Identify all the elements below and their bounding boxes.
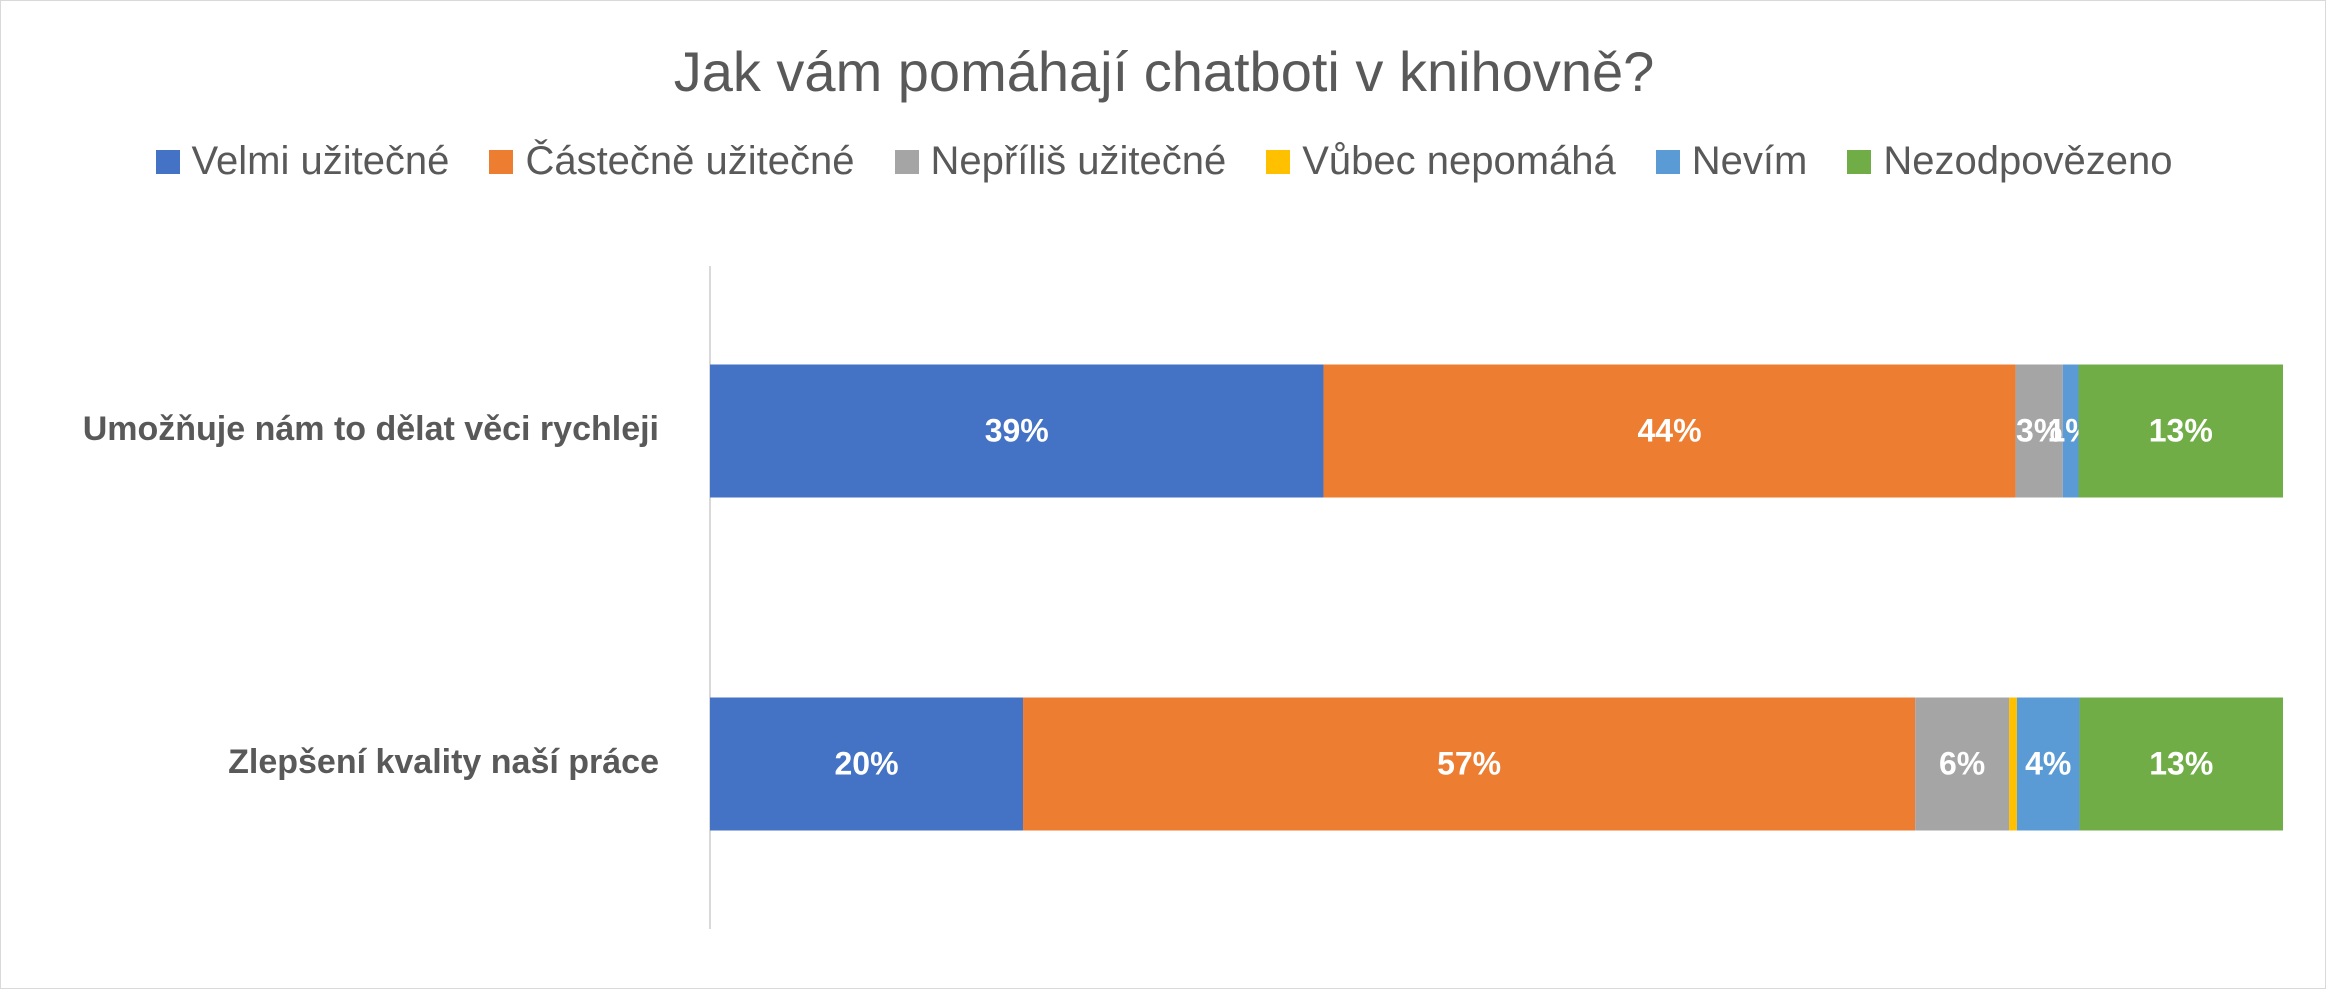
legend-item-nezodpovezeno: Nezodpovězeno <box>1847 139 2172 184</box>
data-label: 6% <box>1939 745 1985 781</box>
data-label: 44% <box>1638 412 1702 448</box>
legend-label: Nezodpovězeno <box>1883 139 2173 183</box>
bar-segment-neprilis-uzitecne <box>2015 364 2063 498</box>
legend-label: Nevím <box>1691 139 1808 183</box>
data-label: 13% <box>2149 412 2213 448</box>
legend-item-neprilis-uzitecne: Nepříliš užitečné <box>894 139 1227 184</box>
bar-segment-nevim <box>2016 697 2080 831</box>
bar-segment-vubec-nepomaha <box>2009 697 2017 831</box>
bar-segment-castecne-uzitecne <box>1023 697 1916 831</box>
legend-swatch <box>1655 149 1680 174</box>
bar-segment-castecne-uzitecne <box>1323 364 2016 498</box>
legend-item-nevim: Nevím <box>1655 139 1808 184</box>
data-label: 20% <box>834 745 898 781</box>
bar-segment-nevim <box>2062 364 2079 498</box>
legend-swatch <box>155 149 180 174</box>
legend-label: Vůbec nepomáhá <box>1302 139 1616 183</box>
category-label: Umožňuje nám to dělat věci rychleji <box>83 410 659 448</box>
bar-segment-nezodpovezeno <box>2079 697 2283 831</box>
legend-swatch <box>489 149 514 174</box>
data-label: 4% <box>2025 745 2071 781</box>
legend-swatch <box>894 149 919 174</box>
legend: Velmi užitečné Částečně užitečné Nepříliš … <box>1 139 2326 184</box>
legend-label: Nepříliš užitečné <box>930 139 1227 183</box>
legend-swatch <box>1847 149 1872 174</box>
bar-segment-nezodpovezeno <box>2078 364 2283 498</box>
chart-title: Jak vám pomáhají chatboti v knihovně? <box>673 40 1655 103</box>
legend-label: Částečně užitečné <box>525 139 855 183</box>
legend-swatch <box>1266 149 1291 174</box>
category-label: Zlepšení kvality naší práce <box>228 743 659 781</box>
legend-item-vubec-nepomaha: Vůbec nepomáhá <box>1266 139 1616 184</box>
data-label: 3% <box>2016 412 2062 448</box>
data-label: 57% <box>1437 745 1501 781</box>
legend-item-velmi-uzitecne: Velmi užitečné <box>155 139 450 184</box>
data-label: 13% <box>2149 745 2213 781</box>
legend-label: Velmi užitečné <box>191 139 450 183</box>
bar-segment-velmi-uzitecne <box>710 364 1324 498</box>
data-label: 39% <box>985 412 1049 448</box>
legend-item-castecne-uzitecne: Částečně užitečné <box>489 139 855 184</box>
bar-segment-neprilis-uzitecne <box>1915 697 2010 831</box>
bar-segment-velmi-uzitecne <box>710 697 1024 831</box>
